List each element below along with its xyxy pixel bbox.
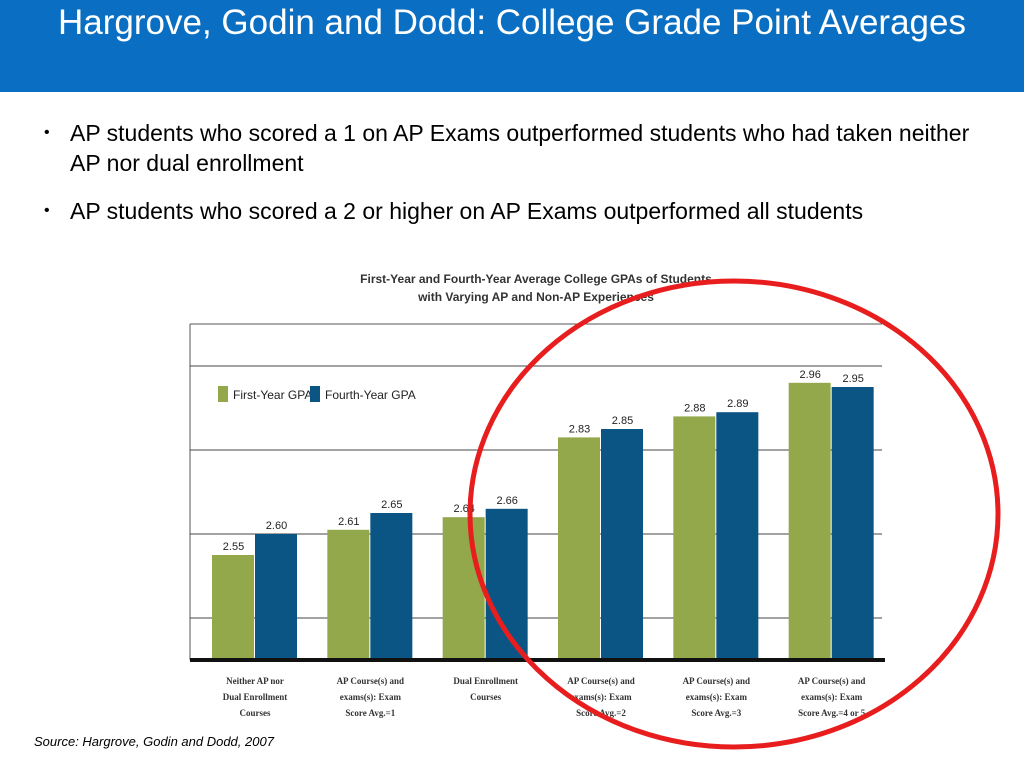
data-label: 2.55 bbox=[223, 541, 244, 553]
source-citation: Source: Hargrove, Godin and Dodd, 2007 bbox=[34, 734, 274, 749]
legend-label: First-Year GPA bbox=[233, 388, 312, 402]
legend-swatch-first-year bbox=[218, 386, 228, 402]
bullet-item: AP students who scored a 1 on AP Exams o… bbox=[40, 118, 1000, 178]
category-label: exams(s): Exam bbox=[686, 692, 748, 702]
category-label: Score Avg.=3 bbox=[691, 708, 741, 718]
category-label: AP Course(s) and bbox=[567, 676, 635, 686]
highlight-circle bbox=[467, 278, 1001, 750]
category-label: exams(s): Exam bbox=[340, 692, 402, 702]
data-label: 2.61 bbox=[338, 516, 359, 528]
category-label: Courses bbox=[240, 708, 271, 718]
category-label: Neither AP nor bbox=[226, 676, 284, 686]
category-label: AP Course(s) and bbox=[683, 676, 751, 686]
legend-swatch-fourth-year bbox=[310, 386, 320, 402]
bar-first-year bbox=[327, 529, 370, 660]
data-label: 2.88 bbox=[684, 402, 705, 414]
bar-fourth-year bbox=[255, 534, 297, 660]
bar-fourth-year bbox=[716, 412, 759, 660]
category-label: Dual Enrollment bbox=[453, 676, 518, 686]
data-label: 2.85 bbox=[612, 415, 633, 427]
category-label: Score Avg.=1 bbox=[345, 708, 395, 718]
data-label: 2.89 bbox=[727, 398, 748, 410]
bar-fourth-year bbox=[485, 508, 528, 660]
category-label: Score Avg.=4 or 5 bbox=[798, 708, 866, 718]
bar-fourth-year bbox=[601, 429, 643, 660]
data-label: 2.65 bbox=[381, 499, 402, 511]
category-label: Courses bbox=[470, 692, 501, 702]
title-bar: Hargrove, Godin and Dodd: College Grade … bbox=[0, 0, 1024, 92]
category-label: AP Course(s) and bbox=[798, 676, 866, 686]
bar-fourth-year bbox=[831, 387, 874, 660]
bar-first-year bbox=[673, 416, 716, 660]
data-label: 2.60 bbox=[266, 520, 287, 532]
category-label: Dual Enrollment bbox=[223, 692, 288, 702]
data-label: 2.95 bbox=[842, 373, 863, 385]
data-label: 2.83 bbox=[569, 423, 590, 435]
bar-first-year bbox=[212, 555, 254, 660]
slide-title: Hargrove, Godin and Dodd: College Grade … bbox=[58, 3, 966, 42]
bullet-list: AP students who scored a 1 on AP Exams o… bbox=[40, 118, 1000, 244]
bullet-item: AP students who scored a 2 or higher on … bbox=[40, 196, 1000, 226]
bar-first-year bbox=[558, 437, 600, 660]
category-label: AP Course(s) and bbox=[337, 676, 405, 686]
chart-title-line: First-Year and Fourth-Year Average Colle… bbox=[360, 272, 712, 286]
category-label: exams(s): Exam bbox=[801, 692, 863, 702]
bar-first-year bbox=[788, 382, 831, 660]
chart-title-line: with Varying AP and Non-AP Experiences bbox=[417, 290, 654, 304]
bar-first-year bbox=[442, 517, 485, 660]
category-label: exams(s): Exam bbox=[570, 692, 632, 702]
data-label: 2.96 bbox=[799, 369, 820, 381]
bar-fourth-year bbox=[370, 513, 413, 660]
legend-label: Fourth-Year GPA bbox=[325, 388, 416, 402]
data-label: 2.66 bbox=[496, 495, 517, 507]
